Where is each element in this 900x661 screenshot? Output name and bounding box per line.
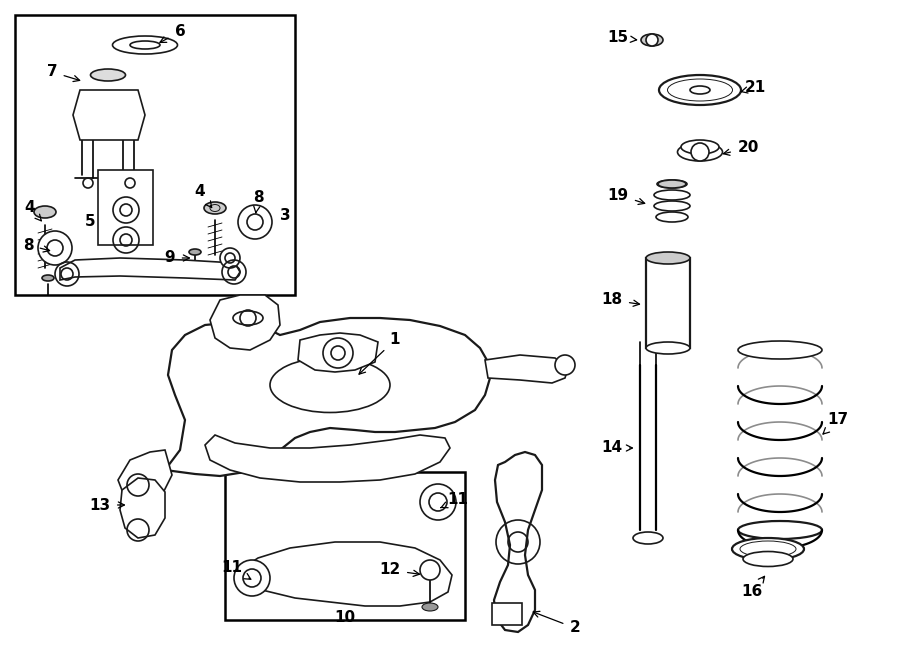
Ellipse shape <box>738 341 822 359</box>
Text: 19: 19 <box>608 188 644 204</box>
Text: 15: 15 <box>608 30 636 46</box>
Text: 3: 3 <box>280 208 291 223</box>
Text: 9: 9 <box>165 251 189 266</box>
Text: 21: 21 <box>741 81 766 95</box>
Text: 11: 11 <box>221 561 251 579</box>
Polygon shape <box>210 295 280 350</box>
Text: 8: 8 <box>253 190 264 213</box>
Ellipse shape <box>646 342 690 354</box>
Text: 11: 11 <box>441 492 469 508</box>
Polygon shape <box>120 478 165 538</box>
Circle shape <box>555 355 575 375</box>
Polygon shape <box>494 452 542 632</box>
Ellipse shape <box>659 75 741 105</box>
Ellipse shape <box>633 532 663 544</box>
Text: 5: 5 <box>85 215 95 229</box>
Circle shape <box>238 205 272 239</box>
Ellipse shape <box>678 143 723 161</box>
Polygon shape <box>485 355 568 383</box>
Polygon shape <box>165 318 490 476</box>
Ellipse shape <box>422 603 438 611</box>
Bar <box>98 170 153 245</box>
Ellipse shape <box>681 140 719 154</box>
Ellipse shape <box>656 212 688 222</box>
Ellipse shape <box>658 180 686 188</box>
Ellipse shape <box>738 521 822 539</box>
Ellipse shape <box>91 69 125 81</box>
Text: 4: 4 <box>24 200 41 221</box>
Bar <box>646 258 690 348</box>
Polygon shape <box>240 542 452 606</box>
Ellipse shape <box>34 206 56 218</box>
Bar <box>492 603 522 625</box>
Text: 14: 14 <box>601 440 633 455</box>
Polygon shape <box>298 333 378 372</box>
Bar <box>225 472 465 620</box>
Ellipse shape <box>646 252 690 264</box>
Text: 18: 18 <box>601 293 640 307</box>
Text: 20: 20 <box>724 141 759 155</box>
Ellipse shape <box>233 311 263 325</box>
Ellipse shape <box>690 86 710 94</box>
Ellipse shape <box>204 202 226 214</box>
Text: 13: 13 <box>89 498 124 512</box>
Ellipse shape <box>270 358 390 412</box>
Ellipse shape <box>743 551 793 566</box>
Text: 17: 17 <box>823 412 849 434</box>
Ellipse shape <box>42 275 54 281</box>
Circle shape <box>420 560 440 580</box>
Circle shape <box>691 143 709 161</box>
Ellipse shape <box>654 201 690 211</box>
Text: 1: 1 <box>359 332 400 374</box>
Text: 4: 4 <box>194 184 212 208</box>
Ellipse shape <box>654 190 690 200</box>
Ellipse shape <box>189 249 201 255</box>
Text: 6: 6 <box>160 24 185 42</box>
Text: 8: 8 <box>22 237 50 253</box>
Bar <box>15 15 295 295</box>
Polygon shape <box>73 90 145 140</box>
Polygon shape <box>205 435 450 482</box>
Ellipse shape <box>732 538 804 560</box>
Text: 7: 7 <box>47 65 80 81</box>
Text: 10: 10 <box>335 611 356 625</box>
Circle shape <box>420 484 456 520</box>
Polygon shape <box>118 450 172 502</box>
Circle shape <box>38 231 72 265</box>
Ellipse shape <box>641 34 663 46</box>
Polygon shape <box>60 258 240 280</box>
Text: 12: 12 <box>380 563 419 578</box>
Ellipse shape <box>657 180 687 188</box>
Text: 2: 2 <box>533 611 580 635</box>
Circle shape <box>234 560 270 596</box>
Text: 16: 16 <box>742 576 764 600</box>
Circle shape <box>220 248 240 268</box>
Circle shape <box>646 34 658 46</box>
